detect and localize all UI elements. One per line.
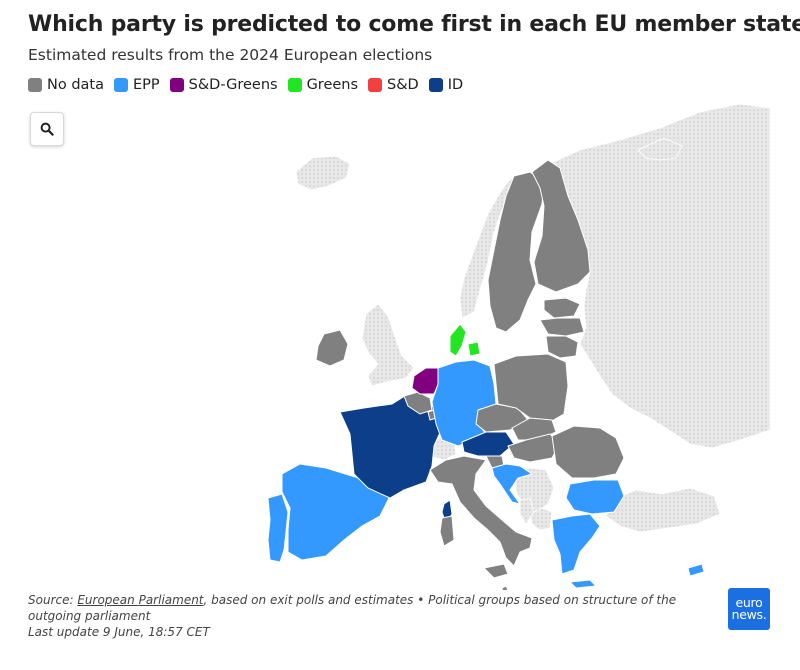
country-greece[interactable]: [551, 513, 601, 575]
legend-swatch: [169, 78, 184, 92]
source-link[interactable]: European Parliament: [77, 593, 204, 607]
country-slovakia[interactable]: [511, 417, 557, 441]
footer: Source: European Parliament, based on ex…: [28, 592, 718, 640]
albania-montenegro: [519, 497, 535, 525]
country-denmark-islands[interactable]: [467, 341, 481, 357]
legend-label: ID: [447, 77, 464, 93]
legend-label: EPP: [133, 77, 160, 93]
legend-swatch: [428, 78, 443, 92]
north-macedonia: [529, 507, 553, 531]
zoom-button[interactable]: [30, 112, 64, 146]
logo-line-1: euro: [735, 595, 763, 610]
country-portugal[interactable]: [267, 493, 289, 563]
euronews-logo: euro news.: [728, 588, 770, 630]
search-icon: [40, 122, 54, 136]
country-croatia[interactable]: [491, 463, 534, 505]
legend-swatch: [368, 78, 383, 92]
turkey: [605, 487, 721, 533]
source-prefix: Source:: [28, 593, 78, 607]
country-estonia[interactable]: [543, 297, 581, 319]
country-sardinia[interactable]: [439, 515, 455, 547]
legend-swatch: [28, 78, 42, 92]
legend: No data EPP S&D-Greens Greens S&D ID: [28, 77, 463, 93]
legend-label: S&D: [387, 77, 419, 93]
source-note: , based on exit polls and estimates • Po…: [28, 593, 677, 623]
country-lithuania[interactable]: [545, 335, 579, 359]
legend-swatch: [114, 78, 128, 92]
country-spain[interactable]: [281, 463, 391, 561]
country-romania[interactable]: [551, 425, 625, 479]
country-malta[interactable]: [501, 585, 509, 590]
logo-line-2: news.: [731, 607, 767, 622]
last-update: Last update 9 June, 18:57 CET: [28, 625, 210, 639]
legend-swatch: [287, 78, 302, 92]
europe-map[interactable]: [0, 100, 800, 590]
legend-label: S&D-Greens: [188, 77, 278, 93]
country-sweden[interactable]: [487, 171, 545, 333]
country-ireland[interactable]: [315, 329, 349, 367]
norway: [459, 175, 515, 319]
non-eu-landmass: [295, 103, 771, 533]
kola: [637, 137, 683, 161]
legend-item-sd[interactable]: S&D: [368, 77, 419, 93]
legend-label: No data: [47, 77, 104, 93]
legend-item-greens[interactable]: Greens: [287, 77, 359, 93]
chart-title: Which party is predicted to come first i…: [28, 12, 800, 37]
legend-item-sd-greens[interactable]: S&D-Greens: [169, 77, 278, 93]
country-bulgaria[interactable]: [565, 479, 625, 515]
country-sicily[interactable]: [482, 563, 509, 579]
great-britain: [361, 303, 415, 387]
country-latvia[interactable]: [539, 317, 585, 337]
country-poland[interactable]: [493, 353, 569, 423]
legend-item-epp[interactable]: EPP: [114, 77, 160, 93]
country-cyprus[interactable]: [687, 563, 705, 577]
legend-item-id[interactable]: ID: [428, 77, 464, 93]
country-finland[interactable]: [531, 159, 591, 293]
country-italy[interactable]: [429, 455, 533, 567]
country-denmark[interactable]: [449, 323, 467, 357]
country-france[interactable]: [339, 393, 443, 499]
iceland: [295, 155, 351, 191]
legend-item-no-data[interactable]: No data: [28, 77, 104, 93]
eu-member-states[interactable]: [267, 159, 705, 590]
chart-subtitle: Estimated results from the 2024 European…: [28, 46, 433, 64]
country-crete[interactable]: [568, 579, 598, 589]
legend-label: Greens: [306, 77, 359, 93]
